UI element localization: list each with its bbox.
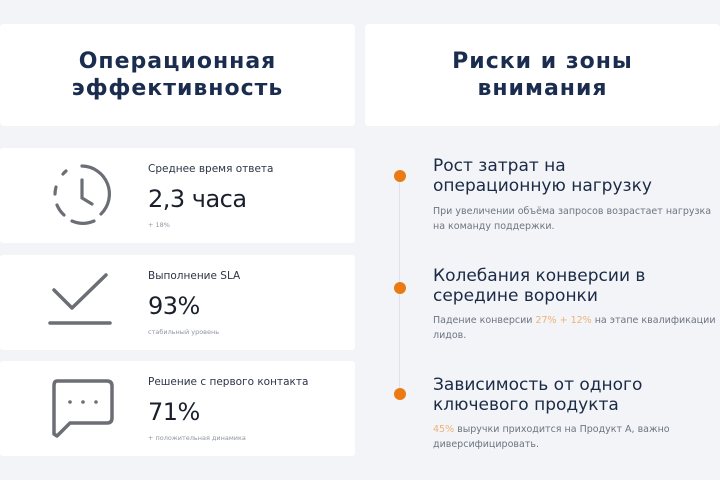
metric-card-response-time: Среднее время ответа 2,3 часа + 18% — [0, 148, 355, 243]
operational-efficiency-panel: Операционная эффективность Среднее время… — [0, 0, 355, 480]
metric-value: 2,3 часа — [148, 185, 247, 213]
metric-label: Решение с первого контакта — [148, 376, 309, 388]
metric-note: стабильный уровень — [148, 328, 220, 336]
panel-title-card: Риски и зоны внимания — [365, 24, 720, 126]
panel-title: Риски и зоны внимания — [452, 49, 633, 101]
risks-panel: Риски и зоны внимания Рост затрат на опе… — [365, 0, 720, 480]
metric-value: 71% — [148, 398, 200, 426]
metric-card-sla: Выполнение SLA 93% стабильный уровень — [0, 255, 355, 350]
timeline-dot-icon — [394, 388, 406, 400]
chat-bubble-icon — [48, 373, 116, 441]
timeline-dot-icon — [394, 170, 406, 182]
metric-card-first-contact: Решение с первого контакта 71% + положит… — [0, 361, 355, 456]
risk-title: Колебания конверсии в середине воронки — [433, 266, 646, 306]
check-icon — [48, 267, 116, 335]
clock-icon — [48, 160, 116, 228]
risk-description: 45% выручки приходится на Продукт А, важ… — [433, 424, 670, 450]
panel-title: Операционная эффективность — [71, 49, 284, 101]
metric-label: Среднее время ответа — [148, 163, 274, 175]
timeline-dot-icon — [394, 282, 406, 294]
risk-title: Рост затрат на операционную нагрузку — [433, 156, 652, 196]
metric-note: + 18% — [148, 221, 170, 229]
risk-description: При увеличении объёма запросов возрастае… — [433, 206, 712, 232]
metric-label: Выполнение SLA — [148, 270, 241, 282]
metric-value: 93% — [148, 292, 200, 320]
metric-note: + положительная динамика — [148, 434, 246, 442]
risk-description: Падение конверсии 27% + 12% на этапе ква… — [433, 315, 716, 341]
risk-title: Зависимость от одного ключевого продукта — [433, 375, 643, 415]
panel-title-card: Операционная эффективность — [0, 24, 355, 126]
